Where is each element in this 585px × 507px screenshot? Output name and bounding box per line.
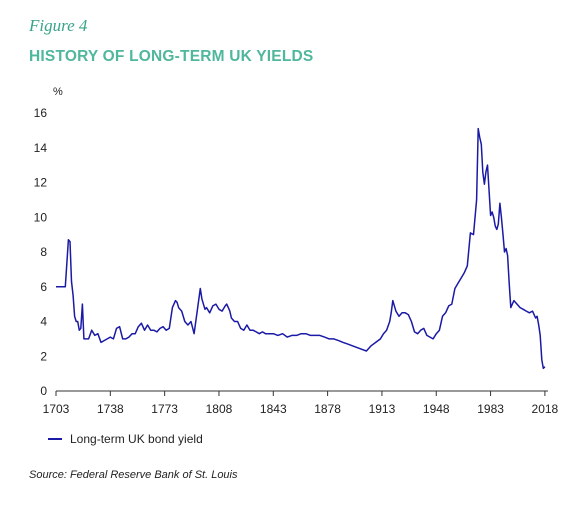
- x-tick-label: 1703: [43, 402, 70, 416]
- y-tick-label: 16: [34, 106, 48, 120]
- line-chart: % 0 2 4 6 8 10 12 14 16 1703 1738 1773 1808 1843 1878 19…: [34, 86, 559, 416]
- y-tick-label: 10: [34, 210, 48, 224]
- x-tick-label: 1843: [260, 402, 287, 416]
- x-tick-label: 1738: [97, 402, 124, 416]
- y-tick-label: 14: [34, 141, 48, 155]
- x-tick-label: 1878: [314, 402, 341, 416]
- x-tick-label: 1913: [369, 402, 396, 416]
- y-tick-label: 0: [40, 384, 47, 398]
- source-note: Source: Federal Reserve Bank of St. Loui…: [29, 469, 238, 481]
- y-tick-label: 8: [40, 245, 47, 259]
- x-tick-label: 1948: [423, 402, 450, 416]
- x-tick-label: 1808: [206, 402, 233, 416]
- legend-label: Long-term UK bond yield: [70, 432, 203, 446]
- y-tick-label: 2: [40, 349, 47, 363]
- y-axis-unit-label: %: [53, 86, 63, 98]
- x-tick-label: 2018: [532, 402, 559, 416]
- y-tick-label: 4: [40, 315, 47, 329]
- y-tick-label: 6: [40, 280, 47, 294]
- chart-title: HISTORY OF LONG-TERM UK YIELDS: [29, 48, 314, 65]
- x-tick-label: 1773: [151, 402, 178, 416]
- series-line: [56, 127, 546, 370]
- y-tick-label: 12: [34, 176, 48, 190]
- legend-swatch: [48, 438, 62, 440]
- figure-label: Figure 4: [29, 16, 88, 35]
- chart-area: % 0 2 4 6 8 10 12 14 16 1703 1738 1773 1808 1843 1878 19…: [0, 80, 585, 425]
- x-tick-label: 1983: [477, 402, 504, 416]
- legend: Long-term UK bond yield: [48, 432, 203, 446]
